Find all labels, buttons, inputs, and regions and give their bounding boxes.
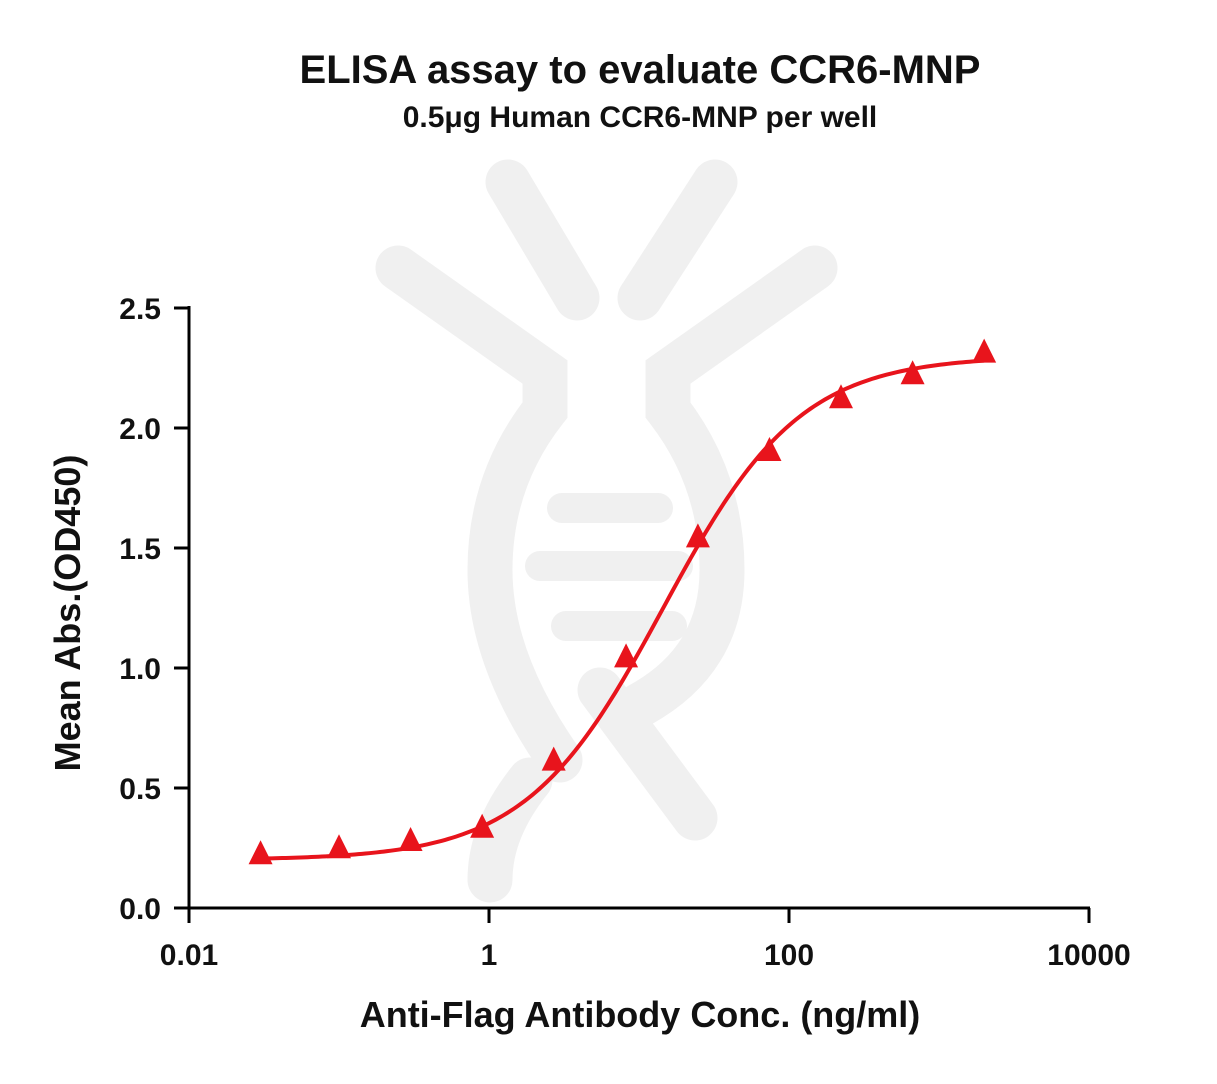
data-point-1 (327, 834, 351, 859)
data-point-10 (972, 338, 997, 363)
y-tick-label: 0.5 (119, 773, 161, 806)
x-tick-label: 10000 (1047, 939, 1130, 972)
data-point-7 (757, 437, 782, 461)
data-point-0 (248, 840, 273, 865)
y-tick-label: 1.5 (119, 533, 161, 566)
data-point-3 (470, 813, 495, 838)
chart-title: ELISA assay to evaluate CCR6-MNP (300, 48, 981, 92)
data-point-6 (685, 523, 710, 548)
data-point-4 (541, 746, 566, 771)
x-tick-label: 0.01 (160, 939, 218, 972)
data-point-5 (614, 643, 639, 668)
y-axis-label: Mean Abs.(OD450) (47, 455, 88, 772)
chart-subtitle: 0.5μg Human CCR6-MNP per well (403, 101, 878, 134)
y-tick-label: 1.0 (119, 653, 161, 686)
axis-ticks: 0.0 0.5 1.0 1.5 2.0 2.5 0.01 1 100 10000 (119, 293, 1130, 972)
data-point-8 (829, 384, 854, 409)
x-tick-label: 100 (764, 939, 814, 972)
x-tick-label: 1 (481, 939, 498, 972)
y-tick-label: 2.5 (119, 293, 161, 326)
data-point-9 (900, 360, 925, 385)
y-tick-label: 0.0 (119, 893, 161, 926)
data-points (248, 338, 997, 865)
x-axis-label: Anti-Flag Antibody Conc. (ng/ml) (360, 994, 921, 1035)
data-point-2 (398, 827, 423, 851)
watermark-logo (375, 159, 838, 903)
fit-curve (260, 358, 985, 861)
y-tick-label: 2.0 (119, 413, 161, 446)
